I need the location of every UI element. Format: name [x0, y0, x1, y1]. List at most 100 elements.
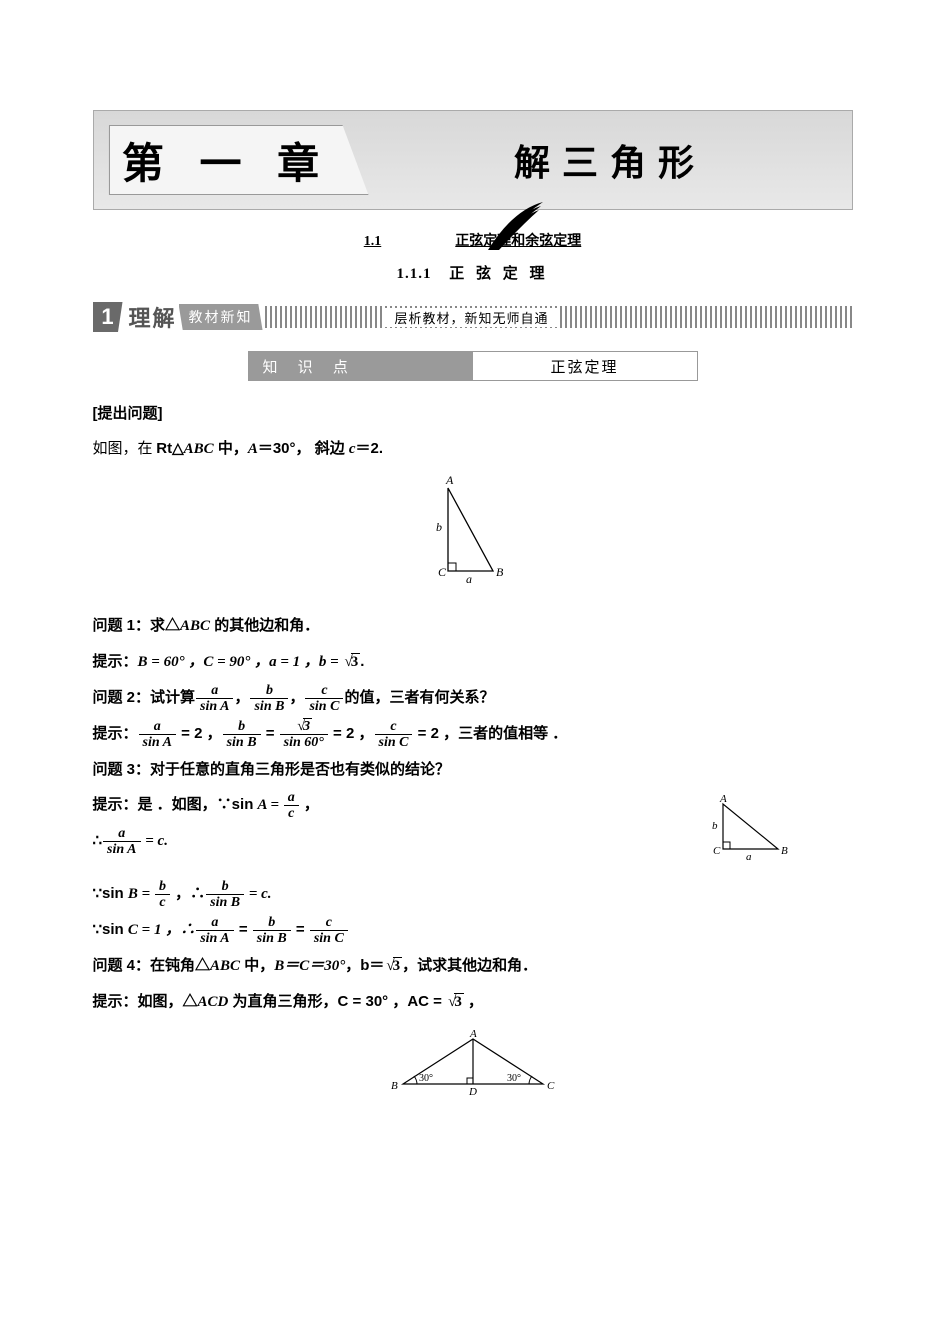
fraction: bsin B	[250, 683, 288, 715]
hint-3-line1: 提示：是 ．如图，∵sin A = ac ，	[93, 788, 653, 822]
text: = 2 ，	[329, 725, 374, 742]
fraction: csin C	[375, 719, 413, 751]
svg-text:30°: 30°	[419, 1073, 433, 1084]
fraction: bsin B	[206, 879, 244, 911]
text: 提示：	[93, 796, 138, 813]
text: 提示：	[93, 993, 138, 1010]
text: 提示：	[93, 725, 138, 742]
text: ，	[464, 993, 483, 1010]
hint-3-line2: ∴asin A = c.	[93, 824, 653, 858]
fraction: asin A	[196, 683, 233, 715]
text: ACD	[198, 994, 229, 1010]
text: 的其他边和角．	[210, 617, 319, 634]
fraction: asin A	[139, 719, 176, 751]
text: ∵sin	[93, 885, 128, 902]
text: A =	[258, 797, 283, 813]
text: ，	[289, 689, 304, 706]
subsection-heading: 1.1.1 正 弦 定 理	[93, 262, 853, 283]
fraction: asin A	[196, 915, 233, 947]
hint-1: 提示：B = 60° ，C = 90° ，a = 1 ，b = 3.	[93, 645, 853, 679]
svg-text:B: B	[496, 565, 504, 579]
svg-text:A: A	[719, 794, 727, 805]
hint-4: 提示：如图，△ACD 为直角三角形，C = 30° ，AC = 3 ，	[93, 985, 853, 1019]
fraction: asin A	[103, 826, 140, 858]
svg-text:a: a	[746, 851, 752, 863]
fraction: ac	[284, 790, 299, 822]
hint-3-line3: ∵sin B = bc ，∴bsin B = c.	[93, 877, 853, 911]
svg-text:b: b	[436, 520, 442, 534]
figure-2: A B C a b	[653, 788, 853, 877]
text: =	[235, 921, 252, 938]
svg-text:a: a	[466, 572, 472, 586]
section-heading: 1.1 正弦定理和余弦定理 1.1.1 正 弦 定 理	[93, 230, 853, 283]
chapter-label: 第 一 章	[109, 125, 369, 195]
svg-text:B: B	[781, 845, 788, 857]
text: ，b＝	[345, 957, 384, 974]
hint-3-line4: ∵sin C = 1 ，∴asin A = bsin B = csin C	[93, 913, 853, 947]
subsection-title: 正 弦 定 理	[449, 266, 548, 282]
text: = c.	[245, 886, 271, 902]
text: .	[360, 653, 364, 670]
hint-2: 提示：asin A = 2 ，bsin B = 3sin 60° = 2 ，cs…	[93, 717, 853, 751]
question-2: 问题 2：试计算asin A，bsin B，csin C的值，三者有何关系？	[93, 681, 853, 715]
text: =	[292, 921, 309, 938]
text: 如图，在	[93, 441, 157, 457]
content-body: [提出问题] 如图，在 Rt△ABC 中，A＝30°， 斜边 c＝2. A B …	[93, 397, 853, 1112]
section-number: 1.1	[364, 234, 382, 249]
svg-text:30°: 30°	[507, 1073, 521, 1084]
svg-text:B: B	[391, 1080, 398, 1092]
text: B = 60° ，C = 90° ，a = 1 ，b =	[138, 654, 343, 670]
tab-right: 正弦定理	[473, 352, 697, 380]
text: Rt△ABC 中，A＝30°， 斜边 c＝2.	[156, 440, 383, 457]
given-line: 如图，在 Rt△ABC 中，A＝30°， 斜边 c＝2.	[93, 432, 853, 466]
band-sub: 教材新知	[179, 304, 263, 330]
band-title: 理解	[123, 301, 183, 333]
text: ，试求其他边和角．	[402, 957, 537, 974]
chapter-title: 解三角形	[369, 134, 852, 186]
svg-text:C: C	[547, 1080, 555, 1092]
prompt-header: [提出问题]	[93, 397, 853, 430]
hint-3-row: 提示：是 ．如图，∵sin A = ac ， ∴asin A = c. A B …	[93, 788, 853, 877]
swoosh-icon	[483, 200, 553, 255]
svg-text:A: A	[469, 1029, 477, 1040]
fraction: bsin B	[253, 915, 291, 947]
svg-text:b: b	[712, 820, 718, 832]
understand-band: 1 理解 教材新知 层析教材，新知无师自通	[93, 301, 853, 333]
text: = 2 ，	[177, 725, 222, 742]
text: ∵sin	[93, 921, 128, 938]
text: B＝C＝30°	[274, 958, 345, 974]
subsection-number: 1.1.1	[396, 266, 431, 282]
question-4: 问题 4：在钝角△ABC 中，B＝C＝30°，b＝3，试求其他边和角．	[93, 949, 853, 983]
fraction: csin C	[310, 915, 348, 947]
text: 问题 4：在钝角△	[93, 957, 211, 974]
tab-left: 知 识 点	[249, 352, 473, 380]
question-3: 问题 3：对于任意的直角三角形是否也有类似的结论？	[93, 753, 853, 786]
text: = 2 ，三者的值相等 ．	[413, 725, 567, 742]
text: ABC	[180, 618, 210, 634]
svg-text:A: A	[445, 476, 454, 487]
band-hint: 层析教材，新知无师自通	[385, 308, 559, 327]
band-stripes: 层析教材，新知无师自通	[265, 306, 853, 328]
text: 如图，△	[138, 993, 198, 1010]
fraction: csin C	[305, 683, 343, 715]
text: 问题 2：试计算	[93, 689, 196, 706]
svg-text:C: C	[438, 565, 447, 579]
chapter-banner: 第 一 章 解三角形	[93, 110, 853, 210]
fraction: bsin B	[223, 719, 261, 751]
figure-1: A B C a b	[93, 476, 853, 599]
text: 为直角三角形，C = 30° ，AC =	[228, 993, 446, 1010]
band-index: 1	[93, 302, 123, 332]
text: ，	[234, 689, 249, 706]
svg-text:D: D	[468, 1086, 477, 1098]
figure-3: A B C D 30° 30°	[93, 1029, 853, 1112]
knowledge-tab: 知 识 点 正弦定理	[248, 351, 698, 381]
text: 提示：	[93, 653, 138, 670]
sqrt: 3	[342, 646, 360, 679]
svg-text:C: C	[713, 845, 721, 857]
fraction: bc	[155, 879, 170, 911]
text: ∴	[93, 832, 103, 849]
text: ，∴	[171, 885, 205, 902]
text: 中，	[240, 957, 274, 974]
sqrt: 3	[384, 950, 402, 983]
text: ，	[300, 796, 319, 813]
